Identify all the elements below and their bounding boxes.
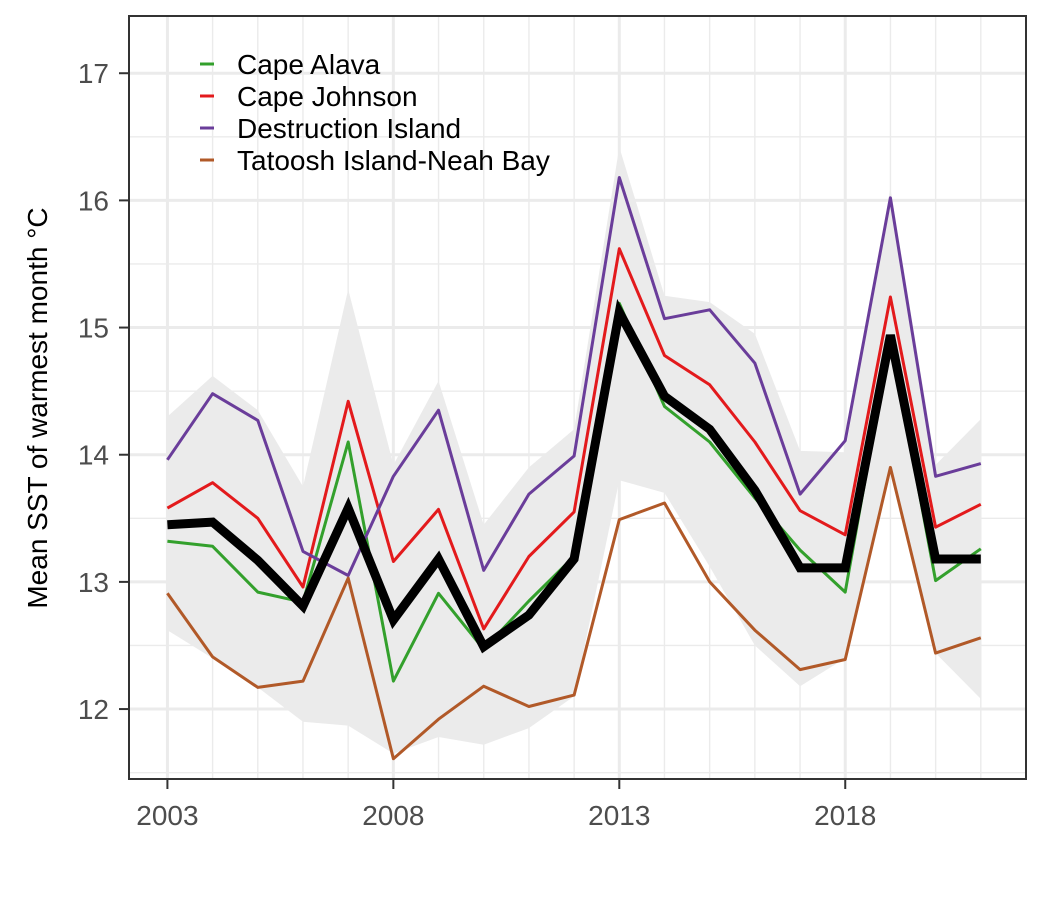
y-tick-label: 13 xyxy=(78,567,109,598)
series-line-tatoosh-island-neah-bay xyxy=(166,465,982,761)
y-tick-label: 16 xyxy=(78,185,109,216)
series-line-destruction-island xyxy=(166,176,982,577)
y-tick-label: 17 xyxy=(78,58,109,89)
axis-ticks: 12 13 14 15 16 17 2003 2008 2013 2018 xyxy=(78,58,877,831)
x-tick-label: 2013 xyxy=(588,800,650,831)
y-tick-label: 15 xyxy=(78,313,109,344)
x-tick-label: 2003 xyxy=(136,800,198,831)
legend-label-tatoosh-island-neah-bay: Tatoosh Island-Neah Bay xyxy=(237,145,550,176)
legend-label-destruction-island: Destruction Island xyxy=(237,113,461,144)
x-tick-label: 2008 xyxy=(362,800,424,831)
y-tick-label: 12 xyxy=(78,694,109,725)
y-tick-label: 14 xyxy=(78,440,109,471)
legend-label-cape-johnson: Cape Johnson xyxy=(237,81,418,112)
x-tick-label: 2018 xyxy=(814,800,876,831)
mean-line xyxy=(167,298,981,654)
plot-panel-border xyxy=(128,15,1027,780)
legend-label-cape-alava: Cape Alava xyxy=(237,49,381,80)
y-axis-title: Mean SST of warmest month °C xyxy=(22,207,53,608)
mean-series-line xyxy=(167,298,981,654)
series-line-cape-johnson xyxy=(166,247,982,631)
